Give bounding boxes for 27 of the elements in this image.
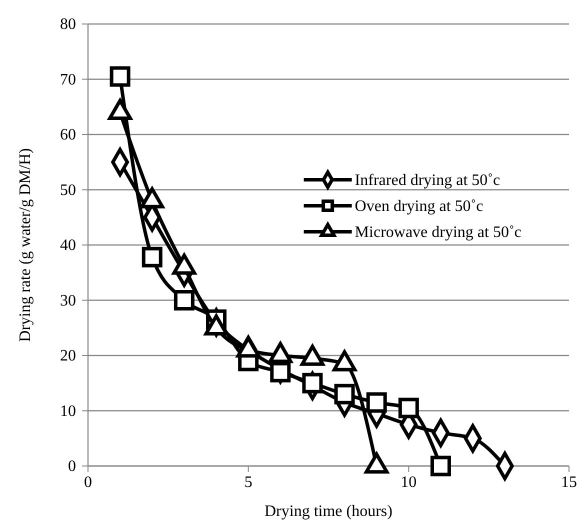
point bbox=[110, 66, 130, 87]
legend-label: Microwave drying at 50˚c bbox=[354, 224, 522, 241]
point bbox=[366, 392, 387, 413]
x-tick-label: 15 bbox=[561, 474, 577, 491]
legend-label: Oven drying at 50˚c bbox=[354, 198, 484, 215]
y-tick-label: 80 bbox=[60, 16, 76, 33]
y-tick-label: 0 bbox=[68, 458, 76, 475]
x-tick-label: 5 bbox=[244, 474, 252, 491]
point bbox=[334, 384, 355, 404]
point bbox=[174, 290, 194, 310]
x-axis-title: Drying time (hours) bbox=[264, 503, 392, 520]
point bbox=[398, 398, 419, 418]
point bbox=[270, 362, 291, 382]
x-tick-label: 10 bbox=[400, 474, 417, 491]
y-tick-label: 40 bbox=[60, 237, 76, 254]
y-tick-label: 30 bbox=[60, 292, 76, 310]
y-tick-label: 70 bbox=[60, 71, 76, 88]
point bbox=[142, 246, 162, 268]
x-tick-label: 0 bbox=[84, 474, 92, 491]
point bbox=[302, 372, 323, 394]
y-tick-label: 50 bbox=[60, 182, 76, 199]
legend-label: Infrared drying at 50˚c bbox=[354, 172, 500, 189]
y-tick-label: 60 bbox=[60, 126, 76, 144]
y-axis-title: Drying rate (g water/g DM/H) bbox=[17, 148, 34, 342]
y-tick-label: 20 bbox=[60, 348, 76, 364]
point bbox=[430, 456, 451, 476]
y-tick-label: 10 bbox=[60, 402, 76, 420]
